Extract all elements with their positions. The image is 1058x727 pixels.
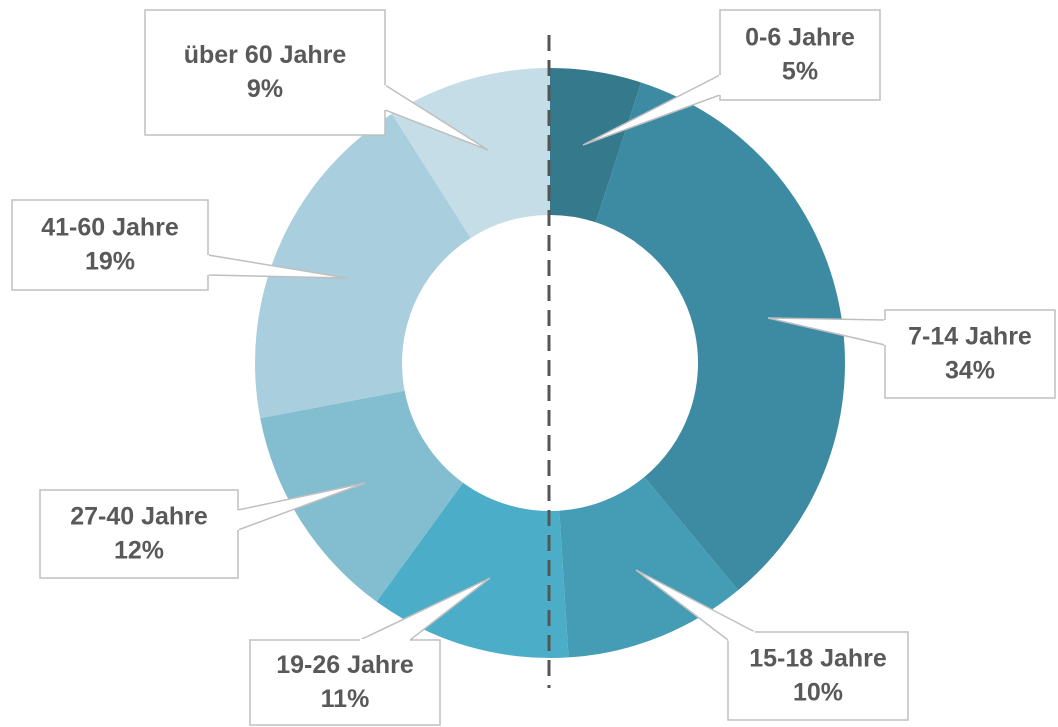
- value-label: 5%: [782, 58, 818, 86]
- category-label: 7-14 Jahre: [908, 323, 1032, 351]
- value-label: 12%: [114, 537, 164, 565]
- value-label: 34%: [945, 357, 995, 385]
- label-box: [884, 309, 1056, 399]
- category-label: 41-60 Jahre: [41, 214, 179, 242]
- label-box: [727, 631, 909, 721]
- label-box: [11, 199, 209, 291]
- label-box: [719, 9, 881, 101]
- leader-base: [727, 631, 756, 641]
- value-label: 10%: [793, 679, 843, 707]
- value-label: 19%: [85, 248, 135, 276]
- donut-slice: [391, 68, 550, 239]
- category-label: 0-6 Jahre: [745, 24, 855, 52]
- category-label: über 60 Jahre: [184, 41, 347, 69]
- donut-slice: [254, 113, 471, 419]
- donut-slice: [550, 68, 642, 223]
- label-box: [144, 9, 386, 136]
- category-label: 15-18 Jahre: [749, 645, 887, 673]
- label-box: [249, 639, 441, 726]
- donut-slice: [595, 82, 846, 591]
- donut-slice: [260, 390, 464, 602]
- value-label: 11%: [321, 685, 370, 713]
- category-label: 19-26 Jahre: [276, 651, 414, 679]
- label-box: [39, 489, 239, 579]
- value-label: 9%: [247, 75, 283, 103]
- category-label: 27-40 Jahre: [70, 503, 208, 531]
